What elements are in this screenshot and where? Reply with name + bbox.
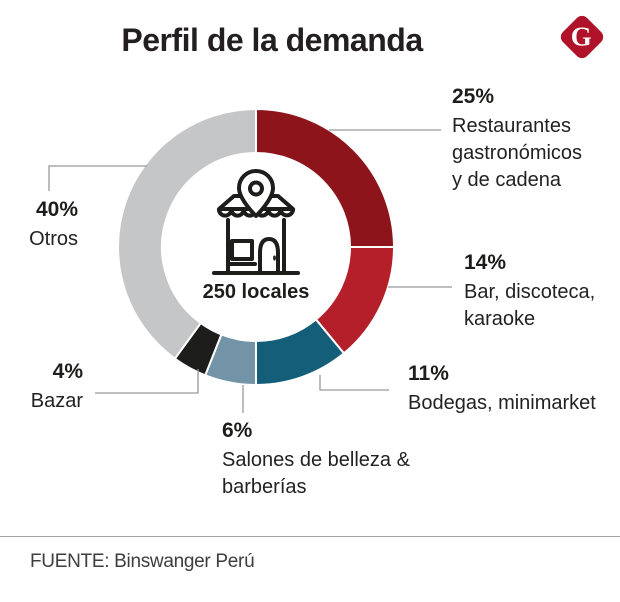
donut-chart — [48, 107, 452, 413]
callout-bodegas: 11% Bodegas, minimarket — [408, 361, 620, 417]
page-title: Perfil de la demanda — [121, 22, 423, 58]
center-label: 250 locales — [202, 281, 310, 303]
callout-pct: 40% — [35, 198, 78, 221]
door-handle — [273, 255, 276, 261]
callout-label: Bazar — [30, 390, 83, 412]
leader-line-11 — [319, 375, 389, 391]
store-window — [230, 239, 254, 261]
callout-pct: 14% — [464, 251, 507, 274]
leader-lines — [48, 129, 452, 413]
footer-divider — [0, 536, 620, 537]
pin-inner-circle — [248, 180, 264, 197]
callout-salones: 6% Salones de belleza & barberías — [222, 418, 438, 501]
source-text: FUENTE: Binswanger Perú — [30, 551, 255, 572]
donut-segment-5 — [117, 107, 257, 361]
store-door — [258, 237, 280, 275]
callout-pct: 6% — [222, 419, 253, 442]
callout-bazar: 4% Bazar — [10, 359, 83, 415]
store-icon — [212, 169, 300, 275]
callout-label: Bar, discoteca, karaoke — [464, 281, 596, 330]
callout-label: Otros — [29, 228, 78, 250]
callout-bar: 14% Bar, discoteca, karaoke — [464, 250, 614, 333]
callout-label: Salones de belleza & barberías — [222, 449, 410, 498]
callout-label: Restaurantes gastronómicos y de cadena — [452, 115, 583, 191]
callout-otros: 40% Otros — [8, 197, 78, 253]
callout-restaurantes: 25% Restaurantes gastronómicos y de cade… — [452, 84, 590, 194]
callout-pct: 11% — [408, 362, 449, 385]
callout-pct: 4% — [52, 360, 83, 383]
donut-segments — [117, 107, 396, 387]
leader-line-4 — [95, 369, 199, 394]
callout-pct: 25% — [452, 85, 495, 108]
callout-label: Bodegas, minimarket — [408, 392, 596, 414]
leader-line-40 — [48, 165, 147, 191]
